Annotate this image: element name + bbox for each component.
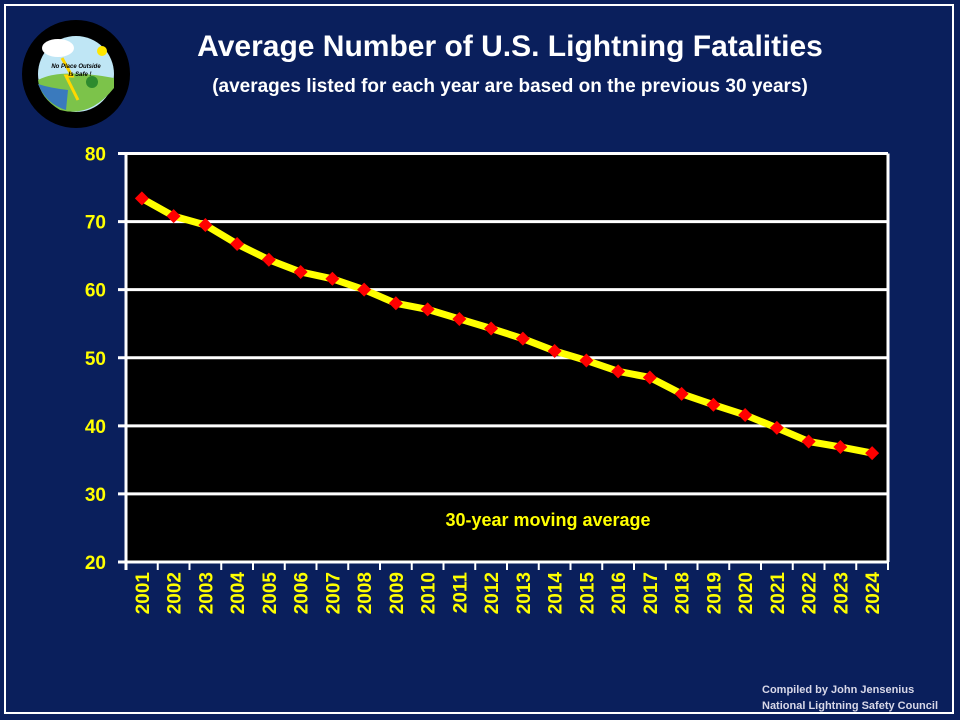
y-tick-label: 70 — [85, 213, 106, 234]
x-tick-label: 2006 — [292, 572, 313, 614]
x-tick-label: 2010 — [419, 572, 440, 614]
data-point-marker — [452, 311, 467, 326]
x-tick-label: 2022 — [800, 572, 821, 614]
data-point-marker — [325, 271, 340, 286]
x-tick-label: 2008 — [355, 572, 376, 614]
y-tick-label: 60 — [85, 281, 106, 302]
series-annotation: 30-year moving average — [445, 510, 650, 530]
data-point-marker — [738, 407, 753, 422]
credit: Compiled by John Jensenius National Ligh… — [762, 682, 938, 714]
x-tick-label: 2018 — [673, 572, 694, 614]
chart-title: Average Number of U.S. Lightning Fatalit… — [197, 30, 823, 63]
x-tick-label: 2024 — [863, 572, 884, 615]
data-point-marker — [261, 252, 276, 267]
data-point-marker — [388, 296, 403, 311]
data-point-marker — [611, 364, 626, 379]
data-point-marker — [674, 386, 689, 401]
x-tick-label: 2021 — [768, 572, 789, 615]
data-point-marker — [579, 353, 594, 368]
x-tick-label: 2020 — [736, 572, 757, 614]
slide-border — [4, 4, 954, 714]
x-tick-label: 2001 — [133, 572, 154, 615]
data-point-marker — [642, 370, 657, 385]
data-point-marker — [833, 439, 848, 454]
x-tick-label: 2012 — [482, 572, 503, 614]
x-tick-label: 2017 — [641, 572, 662, 614]
x-tick-label: 2007 — [323, 572, 344, 614]
data-point-marker — [293, 264, 308, 279]
logo-slogan: No Place Outside — [51, 64, 101, 70]
x-tick-label: 2019 — [704, 572, 725, 614]
x-tick-label: 2013 — [514, 572, 535, 614]
y-tick-label: 40 — [85, 417, 106, 438]
x-tick-label: 2009 — [387, 572, 408, 614]
data-point-marker — [198, 217, 213, 232]
y-tick-label: 80 — [85, 145, 106, 166]
y-tick-label: 50 — [85, 349, 106, 370]
x-tick-label: 2016 — [609, 572, 630, 614]
credit-organization: National Lightning Safety Council — [762, 700, 938, 712]
x-tick-label: 2004 — [228, 572, 249, 615]
x-tick-label: 2014 — [546, 572, 567, 615]
data-point-marker — [134, 191, 149, 206]
data-point-marker — [801, 434, 816, 449]
svg-text:Is Safe !: Is Safe ! — [68, 72, 91, 78]
x-tick-label: 2011 — [450, 572, 471, 614]
y-tick-label: 30 — [85, 485, 106, 506]
lightning-safety-council-logo: No Place Outside Is Safe ! — [22, 20, 130, 128]
data-point-marker — [515, 331, 530, 346]
credit-author: Compiled by John Jensenius — [762, 684, 915, 696]
data-point-marker — [357, 282, 372, 297]
x-tick-label: 2015 — [577, 572, 598, 615]
data-point-marker — [865, 446, 880, 461]
data-point-marker — [230, 237, 245, 252]
data-point-marker — [166, 209, 181, 224]
x-tick-label: 2023 — [831, 572, 852, 614]
x-tick-label: 2003 — [196, 572, 217, 614]
data-point-marker — [547, 343, 562, 358]
data-point-marker — [420, 302, 435, 317]
x-tick-label: 2002 — [165, 572, 186, 614]
y-tick-label: 20 — [85, 553, 106, 574]
data-point-marker — [769, 420, 784, 435]
series-line — [140, 195, 873, 457]
chart-subtitle: (averages listed for each year are based… — [212, 76, 808, 97]
x-tick-label: 2005 — [260, 572, 281, 615]
data-point-marker — [706, 397, 721, 412]
data-point-marker — [484, 321, 499, 336]
